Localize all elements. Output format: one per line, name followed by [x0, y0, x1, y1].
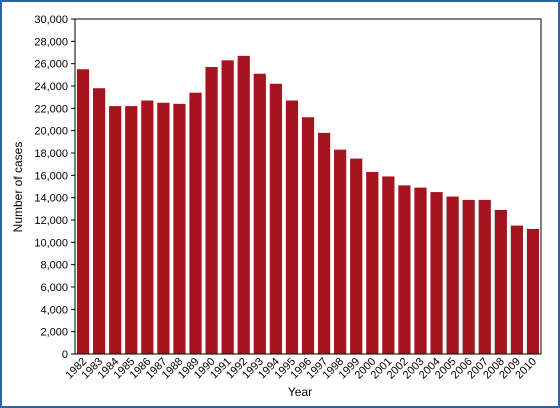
y-tick-label: 22,000: [34, 103, 68, 115]
bar: [109, 106, 122, 354]
y-tick-label: 28,000: [34, 36, 68, 48]
bar: [350, 158, 363, 354]
bar: [173, 103, 186, 354]
bar: [253, 73, 266, 354]
bar: [430, 192, 443, 354]
bar: [76, 69, 90, 354]
bar: [382, 176, 395, 354]
bar: [237, 55, 250, 354]
bar: [366, 171, 379, 354]
plot-border: [74, 18, 542, 355]
bar: [526, 228, 540, 354]
y-tick-label: 12,000: [34, 215, 68, 227]
bar: [141, 100, 154, 355]
y-tick-label: 10,000: [34, 237, 68, 249]
y-tick-label: 4,000: [40, 304, 68, 316]
bar: [462, 199, 475, 354]
bar: [446, 196, 459, 354]
bar: [285, 100, 299, 355]
y-tick-label: 2,000: [40, 327, 68, 339]
x-axis-title: Year: [288, 385, 312, 399]
bar: [301, 117, 315, 355]
bar: [414, 187, 427, 354]
bar: [269, 83, 282, 355]
y-tick-label: 24,000: [34, 81, 68, 93]
bar: [398, 185, 411, 354]
bar: [494, 209, 507, 354]
bar: [125, 106, 138, 354]
y-tick-label: 20,000: [34, 126, 68, 138]
y-tick-label: 8,000: [40, 260, 68, 272]
bar: [205, 67, 218, 355]
y-tick-label: 6,000: [40, 282, 68, 294]
bar: [189, 92, 202, 354]
y-tick-label: 26,000: [34, 59, 68, 71]
bar: [317, 132, 331, 354]
y-axis-title: Number of cases: [11, 142, 25, 233]
bar: [157, 102, 170, 354]
bar: [478, 199, 491, 354]
y-tick-label: 0: [62, 349, 68, 361]
bar: [510, 225, 524, 354]
bar: [334, 149, 347, 354]
y-tick-label: 18,000: [34, 148, 68, 160]
y-tick-label: 16,000: [34, 170, 68, 182]
bar: [92, 88, 106, 354]
bar: [221, 60, 234, 355]
y-tick-label: 14,000: [34, 193, 68, 205]
y-tick-label: 30,000: [34, 14, 68, 26]
